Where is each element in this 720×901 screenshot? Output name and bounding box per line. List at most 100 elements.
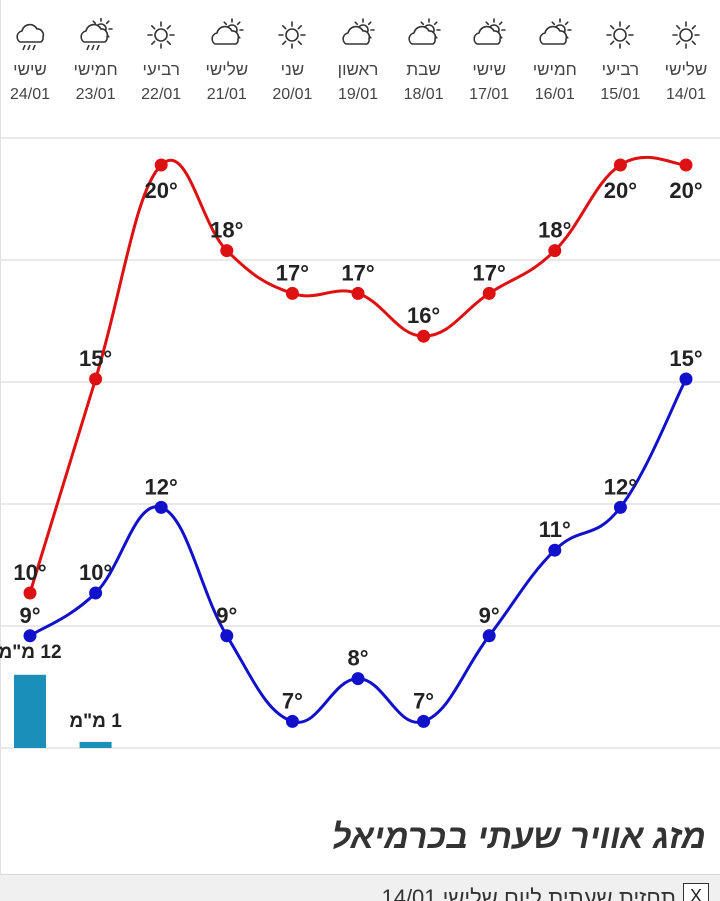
forecast-day[interactable]: שבת 18/01 [391,18,457,104]
partly-cloudy-icon [456,18,522,52]
rain-bar [14,674,46,748]
day-date: 20/01 [272,86,313,103]
day-date: 19/01 [337,86,379,103]
temperature-label: 9° [479,603,500,628]
temperature-point [351,672,365,686]
temperature-point [613,500,627,514]
partly-cloudy-icon [391,18,457,52]
sun-icon [128,18,194,52]
day-name: שלישי [205,60,249,79]
partly-cloudy-icon [325,18,391,52]
close-button[interactable]: X [683,883,709,901]
day-name: שישי [13,60,47,79]
day-name: שבת [406,60,441,79]
temperature-point [89,372,103,386]
forecast-day[interactable]: ראשון 19/01 [325,18,391,104]
forecast-day[interactable]: שני 20/01 [259,18,325,104]
day-name: חמישי [73,60,118,79]
temperature-point [613,158,627,172]
day-name: חמישי [532,60,577,79]
day-date: 21/01 [206,86,247,103]
day-date: 23/01 [75,86,116,103]
temperature-label: 20° [669,178,702,203]
forecast-day[interactable]: רביעי 15/01 [587,18,653,104]
sun-icon [259,18,325,52]
day-date: 24/01 [9,86,51,103]
temperature-label: 15° [79,346,112,371]
temperature-point [482,286,496,300]
temperature-label: 18° [538,218,571,243]
temperature-chart: 1 מ"מ 12 מ"מ 20° 20° 18° 17° 16° 17° 17° 18° 20° 15… [0,137,720,749]
day-date: 18/01 [403,86,444,103]
day-date: 16/01 [534,86,575,103]
frame-border [0,0,1,900]
day-name: ראשון [337,60,379,79]
partly-cloudy-icon [522,18,588,52]
temperature-label: 17° [276,260,309,285]
forecast-day[interactable]: שלישי 21/01 [194,18,260,104]
temperature-point [23,629,37,643]
temperature-label: 12° [604,474,637,499]
day-date: 15/01 [600,86,641,103]
temperature-label: 7° [413,688,434,713]
day-name: רביעי [142,60,180,79]
rain-label: 12 מ"מ [0,642,62,663]
temperature-label: 12° [145,474,178,499]
temperature-point [548,244,562,258]
temperature-point [417,714,431,728]
page-title: מזג אוויר שעתי בכרמיאל [331,818,706,856]
temperature-label: 18° [210,218,243,243]
forecast-day[interactable]: רביעי 22/01 [128,18,194,104]
temperature-point [679,158,693,172]
temperature-point [89,586,103,600]
temperature-point [679,372,693,386]
temperature-point [548,543,562,557]
temperature-label: 7° [282,688,303,713]
temperature-label: 15° [669,346,702,371]
day-date: 22/01 [141,86,182,103]
temperature-point [220,244,234,258]
temperature-point [285,286,299,300]
temperature-label: 20° [145,178,178,203]
bottom-bar: X תחזית שעתית ליום שלישי 14/01 [0,874,720,901]
temperature-label: 16° [407,303,440,328]
temperature-line [29,378,688,724]
temperature-line [28,155,687,594]
sun-icon [653,18,719,52]
temperature-label: 20° [604,178,637,203]
temperature-point [285,714,299,728]
temperature-point [482,629,496,643]
sun-icon [587,18,653,52]
temperature-label: 11° [539,517,571,542]
rain-bar [79,741,112,748]
forecast-day[interactable]: חמישי 16/01 [522,18,588,104]
temperature-label: 17° [473,260,506,285]
forecast-day[interactable]: שישי 24/01 [0,18,63,104]
forecast-day[interactable]: חמישי 23/01 [63,18,129,104]
temperature-point [417,329,431,343]
day-name: שלישי [664,60,708,79]
temperature-point [154,158,168,172]
forecast-day[interactable]: שישי 17/01 [456,18,522,104]
day-name: רביעי [601,60,640,79]
hourly-forecast-link[interactable]: תחזית שעתית ליום שלישי 14/01 [381,885,676,901]
sun-rain-icon [63,18,129,52]
temperature-label: 17° [341,260,374,285]
temperature-label: 9° [19,603,40,628]
temperature-label: 9° [216,603,237,628]
forecast-day[interactable]: שלישי 14/01 [653,18,719,104]
temperature-point [154,500,168,514]
temperature-label: 10° [13,560,46,585]
day-name: שישי [472,60,507,79]
temperature-point [220,629,234,643]
forecast-days-header: שלישי 14/01 רביעי 15/01 חמישי 16/01 שישי 17/01 ש… [0,0,720,130]
temperature-label: 8° [347,646,368,671]
partly-cloudy-icon [194,18,260,52]
temperature-point [351,286,365,300]
temperature-point [23,586,37,600]
day-name: שני [280,60,305,79]
rain-icon [0,18,63,52]
day-date: 17/01 [469,86,510,103]
day-date: 14/01 [665,86,707,103]
rain-label: 1 מ"מ [69,711,122,732]
